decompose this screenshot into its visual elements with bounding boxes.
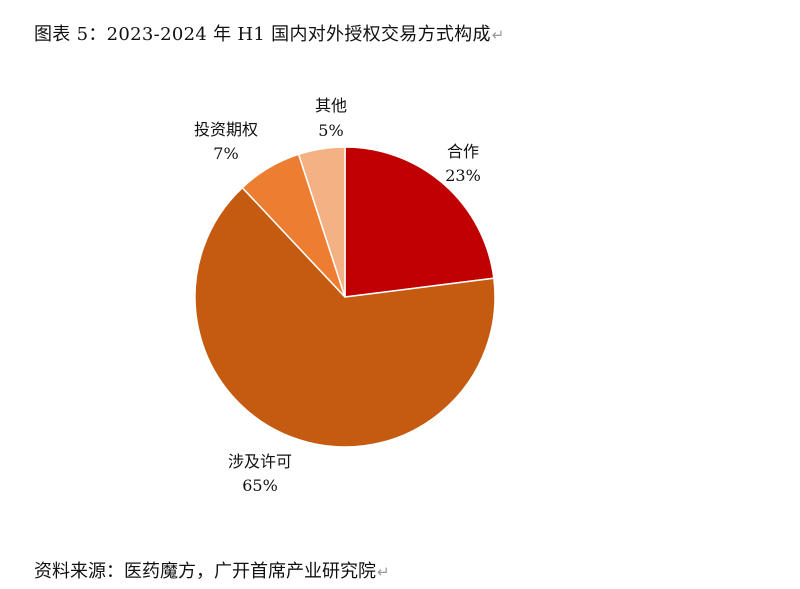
figure-source-text: 资料来源：医药魔方，广开首席产业研究院 — [34, 561, 376, 582]
slice-name-label: 合作 — [447, 142, 479, 161]
slice-name-label: 其他 — [315, 96, 347, 115]
figure-title: 图表 5：2023-2024 年 H1 国内对外授权交易方式构成↵ — [34, 20, 505, 46]
pie-labels: 合作 23% 涉及许可 65% 投资期权 7% 其他 5% — [194, 96, 481, 495]
pie-slices — [194, 146, 496, 448]
slice-name-label: 投资期权 — [194, 120, 258, 139]
slice-value-label: 65% — [242, 476, 278, 495]
slice-value-label: 23% — [445, 166, 481, 185]
figure-title-text: 图表 5：2023-2024 年 H1 国内对外授权交易方式构成 — [34, 24, 491, 45]
pie-slice-2 — [194, 186, 496, 448]
paragraph-mark-icon: ↵ — [377, 563, 390, 581]
slice-name-label: 涉及许可 — [228, 452, 292, 471]
slice-value-label: 5% — [318, 121, 343, 140]
paragraph-mark-icon: ↵ — [491, 26, 505, 44]
slice-value-label: 7% — [213, 144, 238, 163]
figure-source: 资料来源：医药魔方，广开首席产业研究院↵ — [34, 557, 390, 583]
pie-slice-1 — [344, 146, 495, 298]
pie-slice-4 — [297, 146, 346, 298]
